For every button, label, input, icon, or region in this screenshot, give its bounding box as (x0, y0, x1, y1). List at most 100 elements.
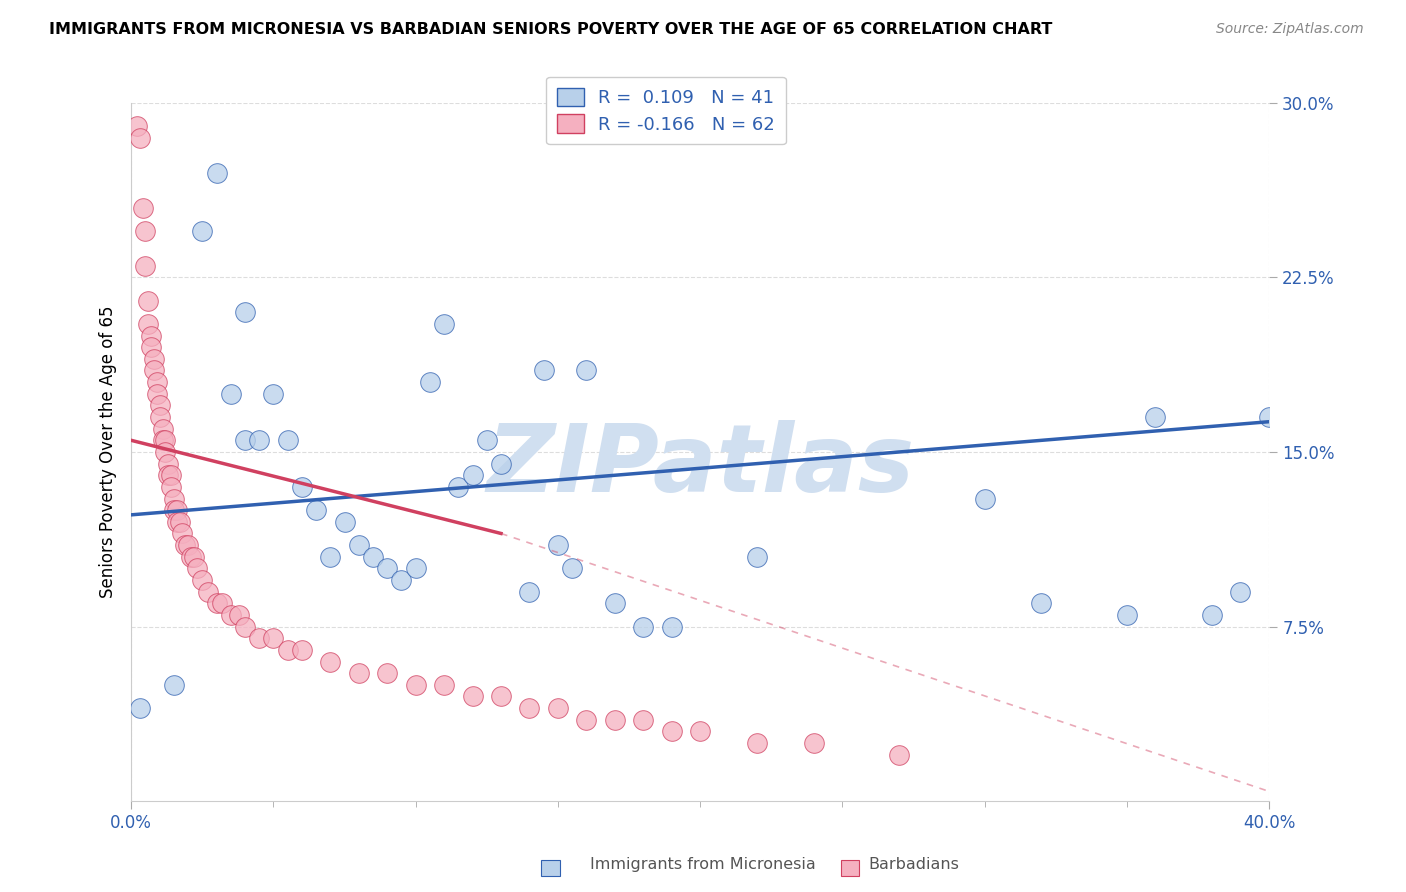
Point (391, 573, 413, 587)
Point (262, 632, 284, 646)
Point (146, 375, 169, 389)
Legend: R =  0.109   N = 41, R = -0.166   N = 62: R = 0.109 N = 41, R = -0.166 N = 62 (546, 77, 786, 145)
Point (136, 293, 159, 308)
Point (143, 363, 166, 377)
Point (143, 351, 166, 366)
Point (141, 340, 163, 354)
Point (433, 317, 456, 331)
Point (603, 713, 626, 727)
Point (191, 573, 214, 587)
Point (631, 619, 654, 633)
Point (319, 549, 342, 564)
Point (433, 678, 456, 692)
Point (152, 434, 174, 448)
Point (163, 503, 186, 517)
Point (803, 736, 825, 750)
Point (1201, 607, 1223, 622)
Text: ZIPatlas: ZIPatlas (486, 420, 914, 512)
Point (375, 561, 398, 575)
Point (631, 713, 654, 727)
Point (291, 643, 314, 657)
Point (575, 363, 598, 377)
Point (277, 643, 299, 657)
Point (661, 619, 683, 633)
Point (475, 434, 498, 448)
Y-axis label: Seniors Poverty Over the Age of 65: Seniors Poverty Over the Age of 65 (100, 306, 117, 599)
Point (163, 491, 186, 506)
Text: Source: ZipAtlas.com: Source: ZipAtlas.com (1216, 22, 1364, 37)
Point (136, 317, 159, 331)
Point (128, 701, 150, 715)
Point (277, 434, 299, 448)
Point (197, 584, 219, 599)
Point (1031, 596, 1053, 610)
Point (205, 165, 228, 179)
Point (603, 596, 626, 610)
Point (745, 736, 768, 750)
Point (233, 305, 256, 319)
Point (745, 549, 768, 564)
Point (405, 561, 427, 575)
Point (1258, 410, 1281, 425)
Point (547, 538, 569, 552)
Point (228, 607, 250, 622)
Point (180, 549, 202, 564)
Point (1229, 584, 1251, 599)
Point (141, 328, 163, 343)
Point (166, 515, 188, 529)
Point (889, 747, 911, 762)
Point (205, 596, 228, 610)
Text: IMMIGRANTS FROM MICRONESIA VS BARBADIAN SENIORS POVERTY OVER THE AGE OF 65 CORRE: IMMIGRANTS FROM MICRONESIA VS BARBADIAN … (49, 22, 1053, 37)
Point (561, 561, 583, 575)
Point (211, 596, 233, 610)
Point (247, 632, 270, 646)
Point (461, 468, 484, 483)
Point (172, 526, 194, 541)
Text: Barbadians: Barbadians (869, 857, 959, 872)
Point (519, 584, 541, 599)
Point (689, 724, 711, 739)
Point (333, 515, 356, 529)
Point (155, 434, 177, 448)
Point (177, 538, 200, 552)
Point (134, 259, 156, 273)
Point (319, 655, 342, 669)
Point (128, 130, 150, 145)
Point (419, 375, 441, 389)
Point (152, 422, 174, 436)
Point (262, 386, 284, 401)
Point (131, 201, 153, 215)
Point (661, 724, 683, 739)
Point (361, 549, 384, 564)
Point (305, 503, 328, 517)
Point (174, 538, 197, 552)
Point (191, 224, 214, 238)
Point (247, 434, 270, 448)
Point (155, 445, 177, 459)
Point (1115, 607, 1137, 622)
Point (125, 119, 148, 133)
Point (547, 701, 569, 715)
Point (160, 468, 183, 483)
Point (575, 713, 598, 727)
Point (375, 666, 398, 681)
Point (186, 561, 208, 575)
Point (291, 480, 314, 494)
Point (169, 515, 191, 529)
Point (533, 363, 555, 377)
Point (233, 434, 256, 448)
Point (149, 410, 172, 425)
Point (405, 678, 427, 692)
Point (347, 538, 370, 552)
Point (166, 503, 188, 517)
Point (146, 386, 169, 401)
Point (163, 678, 186, 692)
Point (219, 607, 242, 622)
Point (489, 690, 512, 704)
Point (149, 399, 172, 413)
Point (447, 480, 470, 494)
Point (134, 224, 156, 238)
Point (347, 666, 370, 681)
Point (489, 457, 512, 471)
Point (160, 480, 183, 494)
